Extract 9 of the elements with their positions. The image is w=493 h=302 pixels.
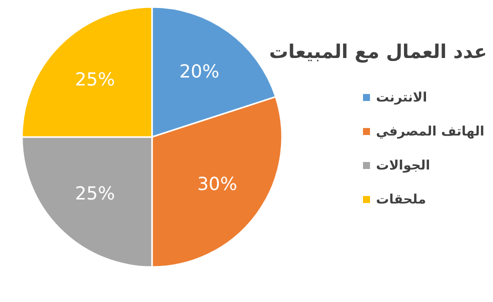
data-label: 30% bbox=[197, 174, 238, 195]
legend-label: الجوالات bbox=[376, 158, 430, 174]
data-label: 25% bbox=[75, 70, 116, 91]
data-label: 25% bbox=[75, 183, 116, 204]
legend-label: الانترنت bbox=[376, 90, 428, 106]
text: عدد العمال مع المبيعات bbox=[269, 41, 487, 63]
legend-label: الهاتف المصرفي bbox=[376, 124, 484, 140]
data-label: 20% bbox=[179, 61, 220, 82]
legend-label: ملحقات bbox=[376, 192, 426, 208]
